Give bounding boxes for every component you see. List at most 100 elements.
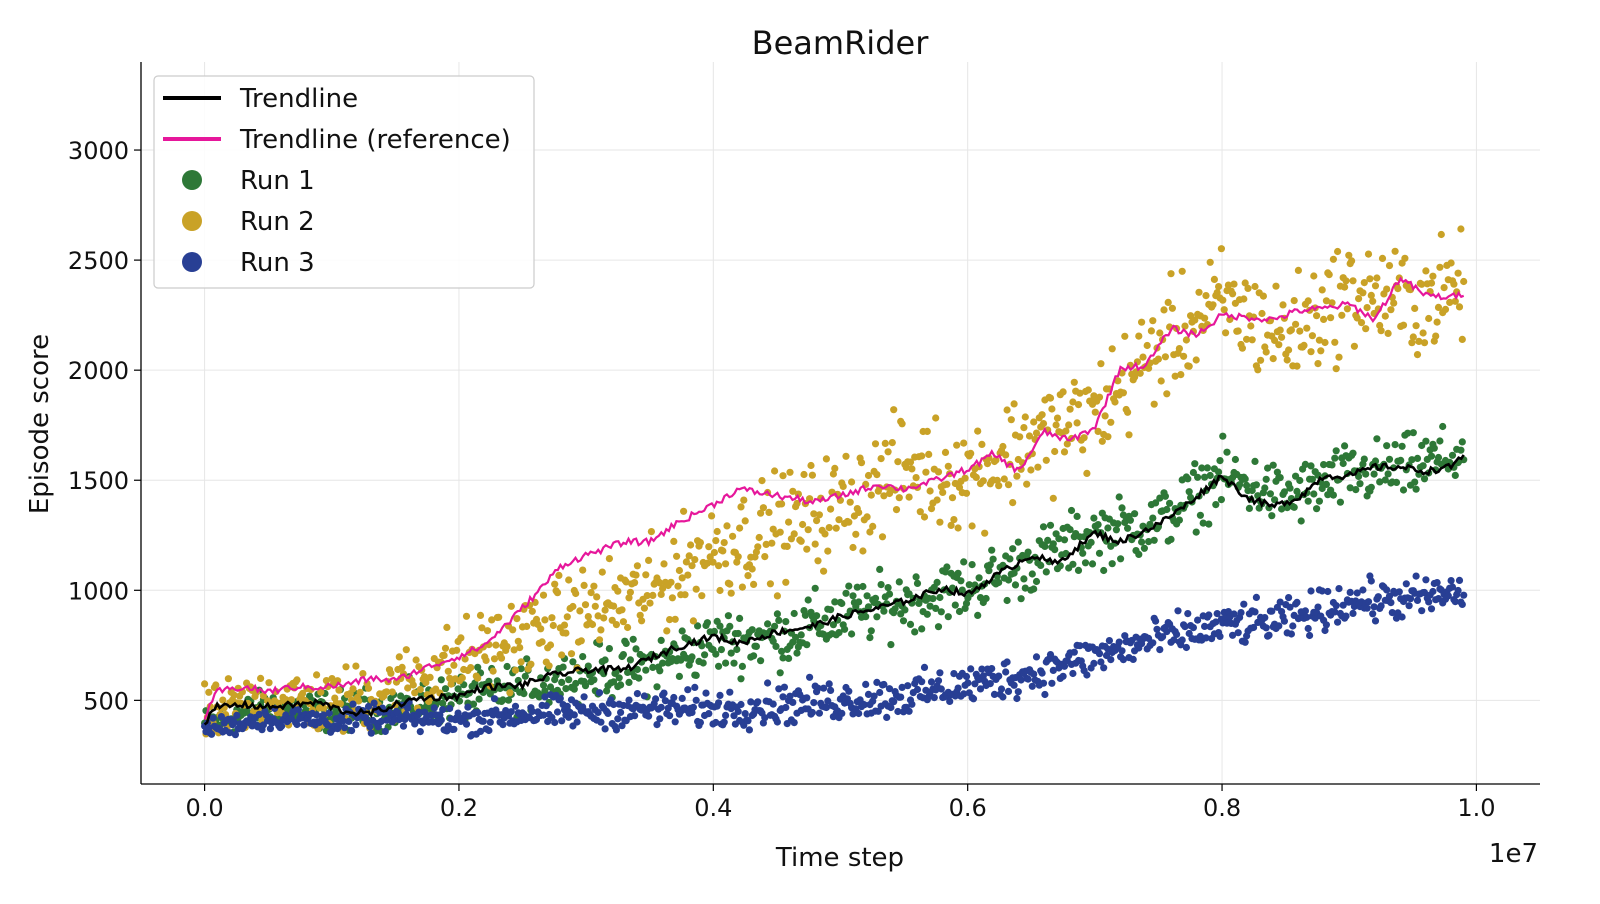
data-point <box>1107 656 1115 664</box>
data-point <box>1206 258 1214 266</box>
data-point <box>1192 528 1200 536</box>
data-point <box>1180 352 1188 360</box>
data-point <box>906 458 915 466</box>
data-point <box>388 688 396 696</box>
data-point <box>580 581 588 590</box>
data-point <box>849 543 857 552</box>
data-point <box>705 543 713 551</box>
data-point <box>1241 638 1249 646</box>
data-point <box>1153 625 1161 633</box>
data-point <box>877 455 885 463</box>
data-point <box>1275 622 1283 630</box>
y-tick-label: 500 <box>83 687 129 715</box>
data-point <box>230 718 238 726</box>
data-point <box>730 659 738 667</box>
data-point <box>1021 413 1029 421</box>
data-point <box>958 586 966 594</box>
data-point <box>656 579 664 587</box>
data-point <box>978 440 986 448</box>
data-point <box>1251 282 1259 291</box>
data-point <box>1352 486 1360 494</box>
data-point <box>1322 480 1330 488</box>
data-point <box>1150 400 1158 408</box>
data-point <box>1021 584 1029 592</box>
data-point <box>1003 406 1011 414</box>
data-point <box>1066 526 1074 534</box>
data-point <box>490 695 499 703</box>
data-point <box>986 680 994 688</box>
data-point <box>629 635 637 643</box>
data-point <box>962 489 971 497</box>
data-point <box>981 529 989 537</box>
data-point <box>474 709 482 717</box>
data-point <box>1230 280 1238 288</box>
data-point <box>528 607 536 615</box>
data-point <box>553 589 562 597</box>
data-point <box>1360 455 1368 463</box>
data-point <box>951 601 959 609</box>
data-point <box>565 676 573 684</box>
data-point <box>790 609 798 618</box>
data-point <box>1032 653 1041 661</box>
data-point <box>657 703 665 711</box>
data-point <box>479 717 487 725</box>
data-point <box>278 722 286 730</box>
data-point <box>212 681 220 689</box>
data-point <box>870 692 878 700</box>
data-point <box>474 674 482 682</box>
data-point <box>499 721 507 729</box>
data-point <box>696 539 705 547</box>
data-point <box>646 599 654 607</box>
data-point <box>866 528 874 536</box>
data-point <box>908 700 916 708</box>
data-point <box>1279 301 1287 309</box>
data-point <box>724 612 733 620</box>
data-point <box>1324 587 1332 596</box>
data-point <box>862 613 870 621</box>
data-point <box>601 656 609 664</box>
data-point <box>1108 560 1116 568</box>
data-point <box>716 691 724 700</box>
data-point <box>360 695 368 703</box>
data-point <box>412 656 420 664</box>
data-point <box>618 606 626 614</box>
data-point <box>1007 416 1015 424</box>
data-point <box>1258 309 1266 318</box>
data-point <box>1401 254 1409 262</box>
data-point <box>752 642 761 651</box>
data-point <box>1314 603 1322 611</box>
data-point <box>1209 301 1217 309</box>
data-point <box>1213 610 1221 618</box>
data-point <box>617 681 625 689</box>
data-point <box>1341 442 1349 450</box>
data-point <box>838 709 846 718</box>
data-point <box>1334 618 1342 626</box>
data-point <box>892 506 901 514</box>
data-point <box>1290 503 1298 511</box>
data-point <box>1311 614 1319 622</box>
data-point <box>1240 295 1248 303</box>
data-point <box>539 681 548 689</box>
data-point <box>1212 501 1220 509</box>
data-point <box>691 556 699 564</box>
data-point <box>1280 617 1288 625</box>
data-point <box>740 496 748 504</box>
data-point <box>923 610 931 618</box>
data-point <box>1210 275 1218 283</box>
data-point <box>1088 560 1097 568</box>
data-point <box>1296 476 1304 485</box>
data-point <box>1038 411 1046 419</box>
data-point <box>660 689 668 697</box>
data-point <box>1146 520 1154 528</box>
data-point <box>618 722 626 730</box>
data-point <box>905 707 913 715</box>
data-point <box>1139 353 1147 361</box>
data-point <box>1156 494 1164 502</box>
data-point <box>804 526 812 534</box>
data-point <box>548 614 556 622</box>
data-point <box>1229 290 1237 298</box>
data-point <box>670 537 678 546</box>
trend-lines <box>203 276 1465 726</box>
data-point <box>1348 257 1356 265</box>
data-point <box>1084 386 1092 394</box>
